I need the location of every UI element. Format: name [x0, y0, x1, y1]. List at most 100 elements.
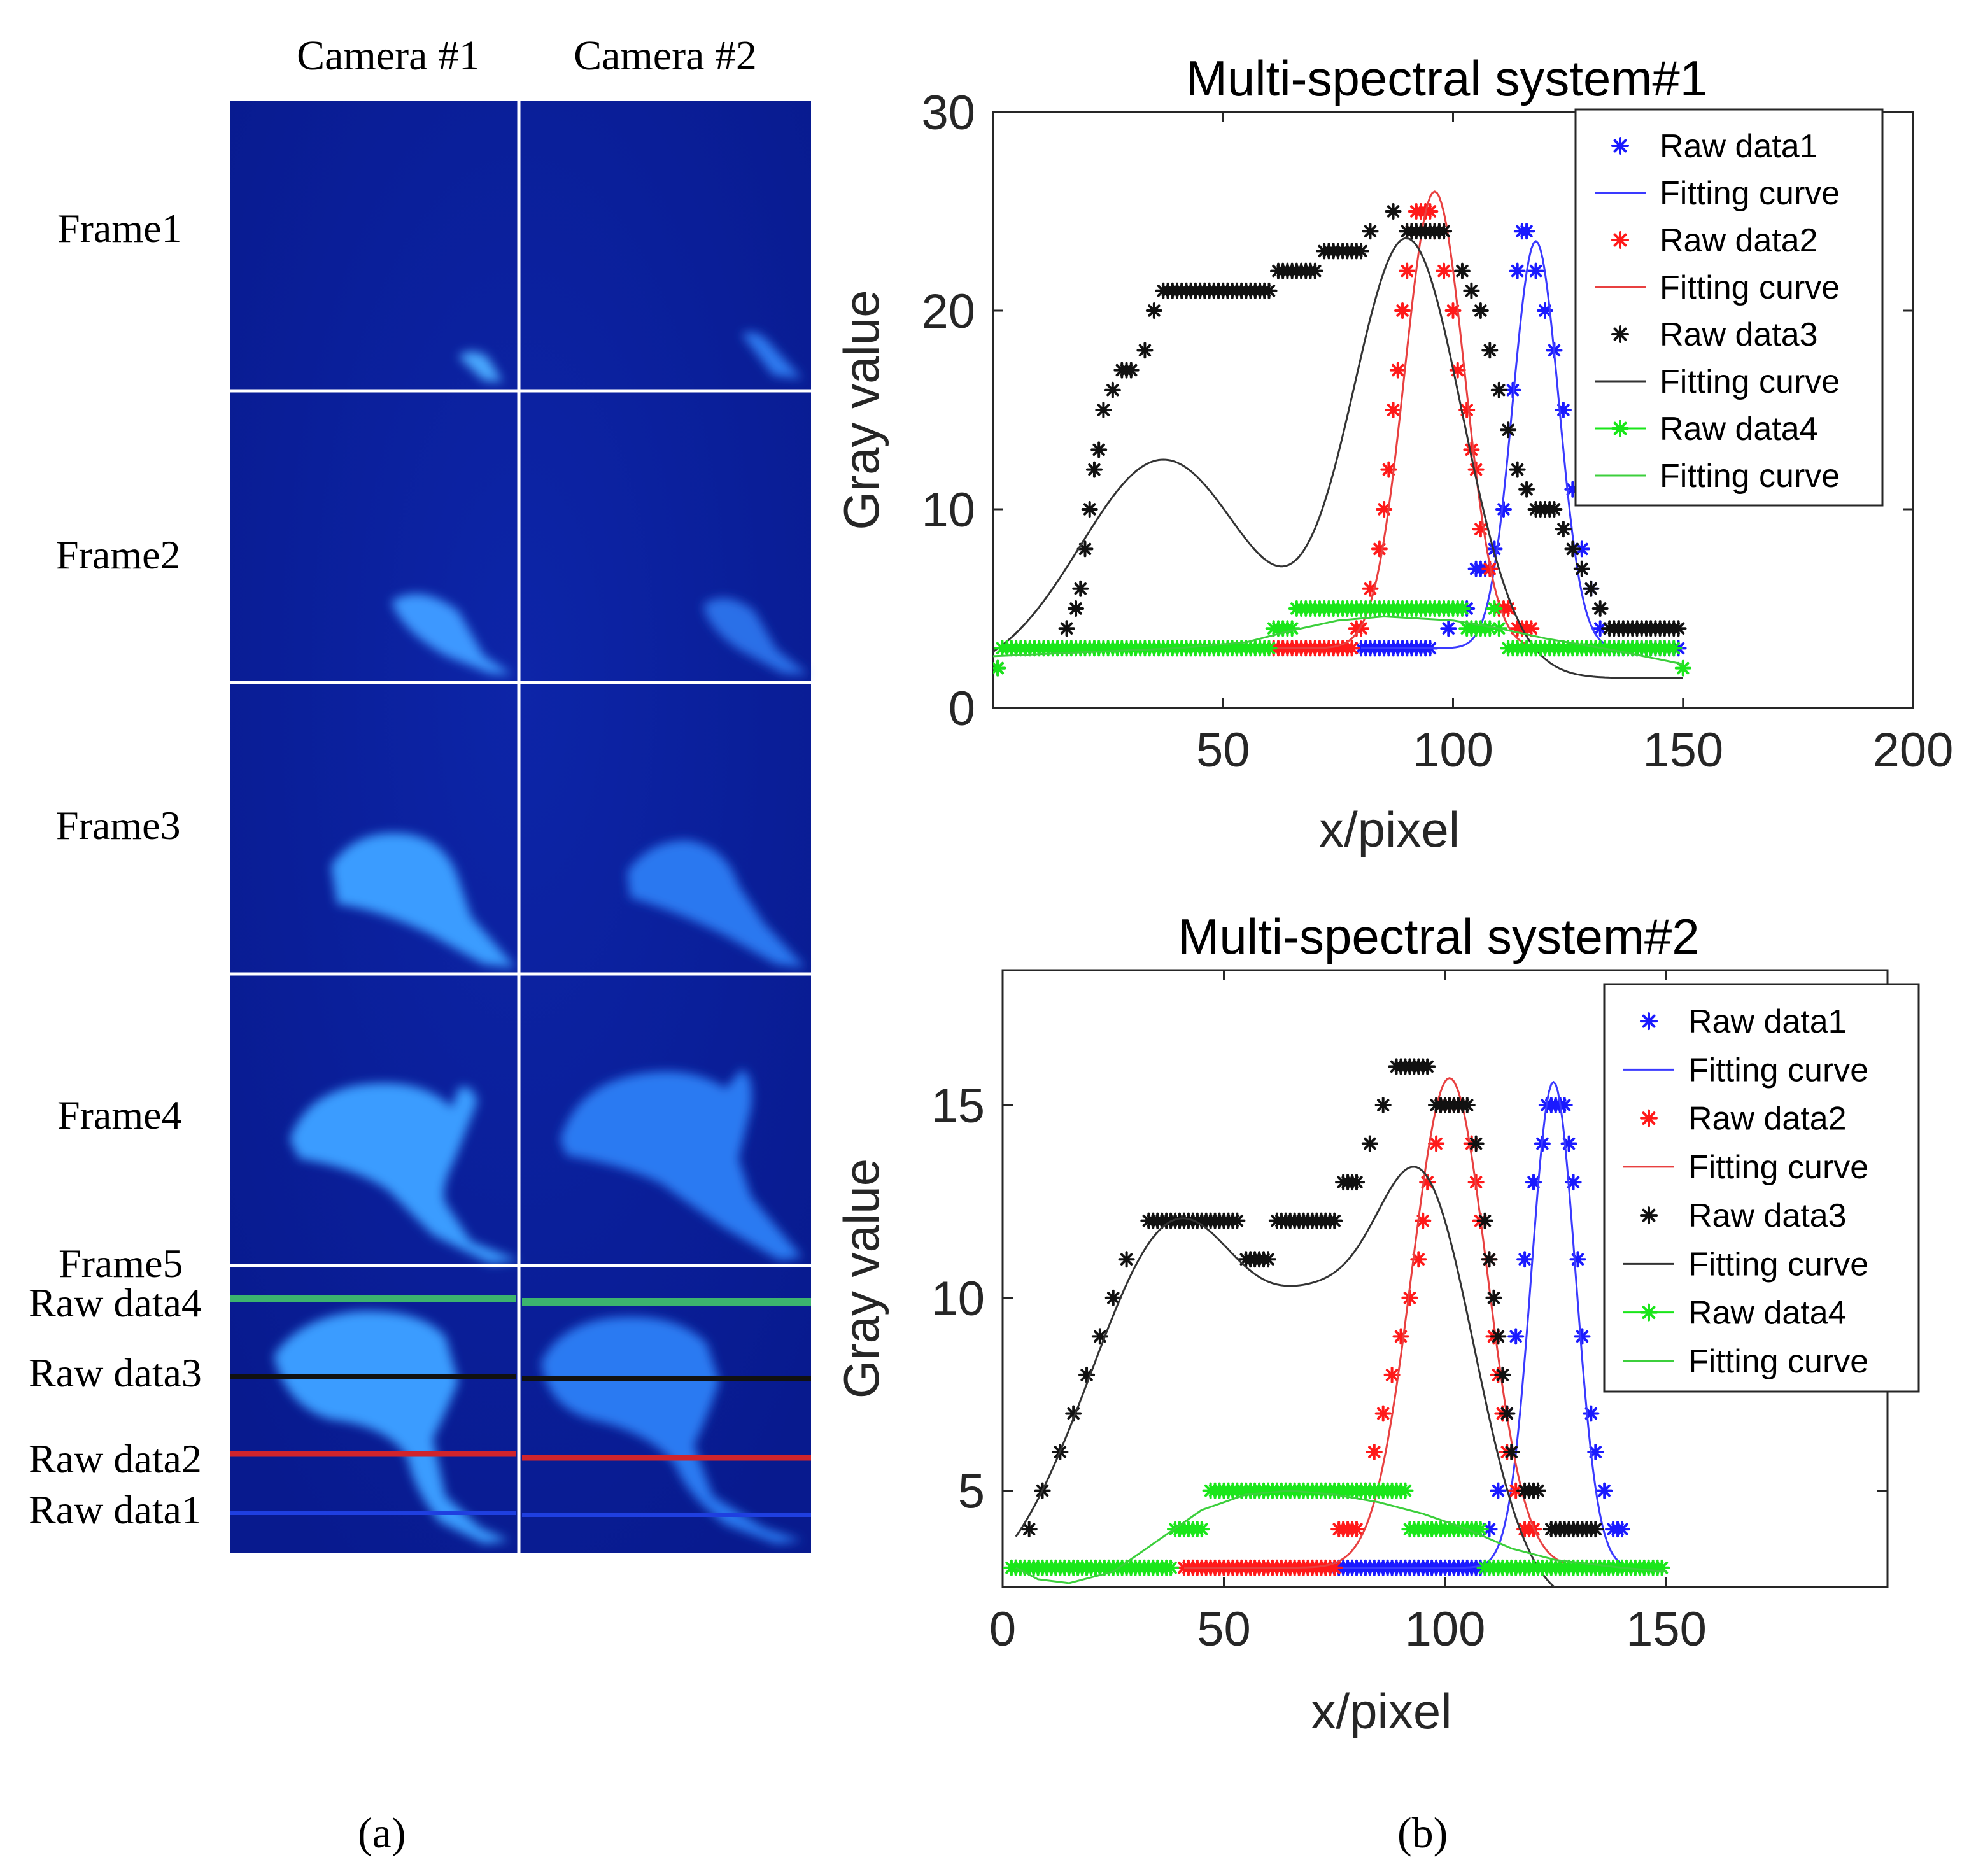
raw-data3-point	[1362, 223, 1379, 240]
raw-data4-point	[1283, 620, 1301, 637]
legend-entry-label: Raw data3	[1660, 316, 1818, 353]
chart-title: Multi-spectral system#2	[1178, 908, 1699, 964]
x-tick-label: 200	[1873, 723, 1954, 777]
raw-data3-point	[1020, 1521, 1038, 1538]
camera2-label: Camera #2	[574, 32, 757, 79]
legend-box	[1574, 108, 1884, 507]
raw-data3-point	[1476, 1212, 1493, 1229]
chart-title: Multi-spectral system#1	[1186, 50, 1707, 106]
x-tick-label: 100	[1413, 723, 1493, 777]
raw-data4-label: Raw data4	[29, 1280, 202, 1325]
raw-data2-point	[1436, 262, 1453, 279]
raw-data4-point	[1486, 600, 1503, 617]
chart-legend: Raw data1 Fitting curve Raw data2 Fitting c…	[1603, 983, 1920, 1393]
raw-data2-point	[1392, 1328, 1409, 1345]
legend-entry-label: Fitting curve	[1688, 1149, 1868, 1186]
y-axis-label: Gray value	[833, 1159, 889, 1399]
legend-swatch-marker	[1640, 1206, 1658, 1225]
x-tick-label: 150	[1626, 1602, 1707, 1656]
raw-data3-point	[1583, 580, 1600, 597]
raw-data3-point	[1467, 1135, 1485, 1152]
legend-swatch-marker	[1611, 325, 1629, 343]
legend-entry-label: Fitting curve	[1660, 175, 1840, 212]
raw-data3-point	[1518, 481, 1535, 498]
raw-data3-point	[1104, 1289, 1122, 1306]
raw-data3-point	[1670, 620, 1687, 637]
raw-data4-point	[1472, 1521, 1489, 1538]
raw-data3-point	[1072, 580, 1089, 597]
raw-data1-point	[1507, 1328, 1525, 1345]
raw-data1-point	[1495, 501, 1512, 518]
legend-swatch-marker	[1611, 420, 1629, 437]
camera-grid-background	[230, 101, 811, 1553]
frame2-plumes	[392, 594, 808, 675]
x-tick-label: 0	[989, 1602, 1016, 1656]
raw-data2-series	[1175, 1096, 1542, 1576]
legend-swatch-marker	[1611, 137, 1629, 155]
raw-data3-point	[1503, 1444, 1520, 1461]
raw-data1-point	[1573, 540, 1590, 558]
raw-data2-point	[1399, 262, 1416, 279]
raw-data2-point	[1383, 1366, 1401, 1383]
plot-area	[993, 190, 1691, 679]
frame3-plumes	[331, 833, 805, 968]
raw-data3-point	[1068, 600, 1085, 617]
raw-data3-point	[1472, 302, 1489, 319]
raw-data4-series	[993, 600, 1691, 677]
raw-data2-point	[1343, 640, 1360, 657]
y-tick-label: 10	[921, 483, 975, 537]
frame1-label: Frame1	[57, 206, 182, 251]
raw-data3-point	[1481, 342, 1499, 359]
plot-area	[1003, 1058, 1670, 1587]
raw-data4-point	[1193, 1521, 1210, 1538]
raw-data4-point	[1481, 620, 1499, 637]
raw-data1-point	[1596, 1482, 1613, 1499]
raw-data3-point	[1458, 1096, 1476, 1113]
fitting-curve-line-3	[1184, 1077, 1600, 1569]
raw-data4-point	[1665, 640, 1683, 657]
fitting-curve-line-5	[1015, 1166, 1556, 1587]
camera-grid-dividers	[230, 101, 811, 1553]
x-tick-label: 150	[1642, 723, 1723, 777]
x-tick-label: 50	[1197, 1602, 1251, 1656]
fitting-curve-line-5	[993, 237, 1683, 679]
legend-swatch-marker	[1611, 231, 1629, 249]
legend-box	[1603, 983, 1920, 1393]
raw-data1-point	[1527, 262, 1544, 279]
raw-data2-point	[1523, 620, 1540, 637]
raw-data3-point	[1385, 203, 1402, 220]
legend-entry-label: Fitting curve	[1660, 269, 1840, 306]
fitting-curve-line-1	[1339, 1081, 1667, 1569]
raw-data3-point	[1076, 540, 1094, 558]
raw-data2-point	[1389, 362, 1406, 379]
raw-data3-point	[1095, 402, 1112, 418]
raw-data3-point	[1436, 223, 1453, 240]
raw-data3-series	[1007, 1058, 1604, 1576]
legend-entry-label: Raw data3	[1688, 1197, 1847, 1234]
legend-entry-label: Fitting curve	[1660, 458, 1840, 495]
raw-data2-label: Raw data2	[29, 1436, 202, 1481]
legend-entry-label: Raw data1	[1688, 1003, 1847, 1040]
legend-swatch-marker	[1640, 1303, 1658, 1322]
raw-data2-point	[1371, 540, 1388, 558]
y-tick-label: 15	[931, 1079, 985, 1133]
raw-data3-point	[1419, 1058, 1436, 1075]
raw-data3-point	[1494, 1366, 1511, 1383]
y-tick-label: 30	[921, 86, 975, 140]
raw-data3-point	[1529, 1482, 1546, 1499]
fitting-curve-line-7	[1015, 1490, 1667, 1584]
raw-data1-point	[1574, 1328, 1591, 1345]
raw-data1-point	[1509, 262, 1526, 279]
raw-data2-point	[1374, 1405, 1392, 1422]
y-axis-label: Gray value	[833, 290, 889, 530]
raw-data3-point	[1564, 540, 1581, 558]
raw-data3-point	[1145, 302, 1162, 319]
raw-data3-point	[1490, 1328, 1507, 1345]
raw-data2-point	[1353, 620, 1369, 637]
chart-legend: Raw data1 Fitting curve Raw data2 Fitting c…	[1574, 108, 1884, 507]
raw-data3-point	[1085, 461, 1103, 478]
raw-data3-point	[1591, 600, 1609, 617]
raw-data3-point	[1490, 381, 1507, 398]
raw-data1-label: Raw data1	[29, 1487, 202, 1532]
